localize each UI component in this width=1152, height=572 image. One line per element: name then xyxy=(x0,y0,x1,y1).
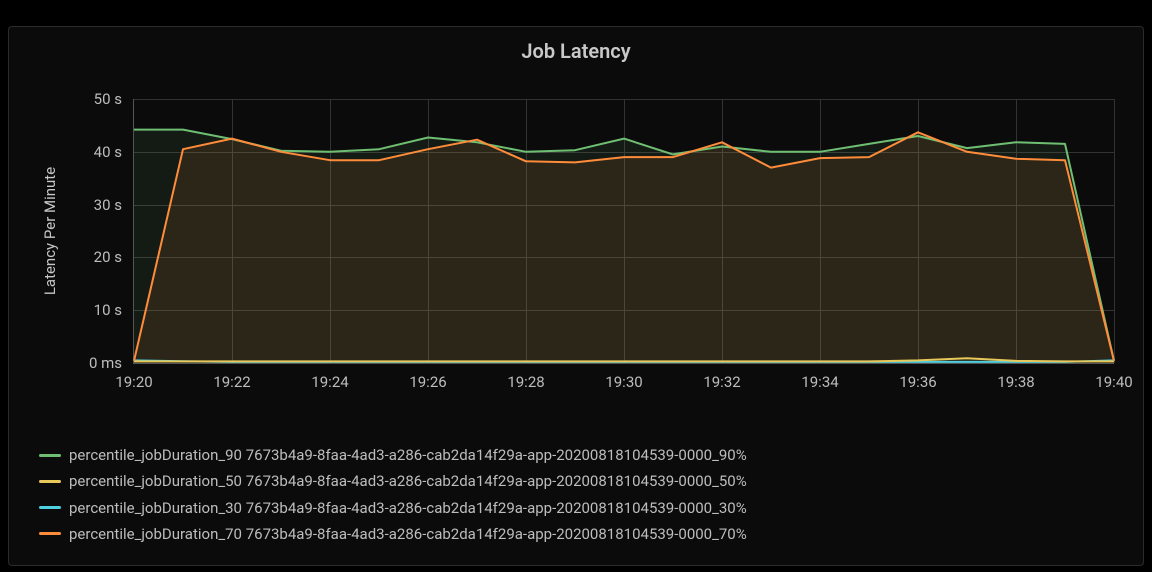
x-tick-label: 19:30 xyxy=(605,373,642,391)
y-tick-label: 40 s xyxy=(62,143,122,161)
chart-title: Job Latency xyxy=(9,39,1143,63)
x-tick-label: 19:28 xyxy=(507,373,544,391)
legend-label: percentile_jobDuration_70 7673b4a9-8faa-… xyxy=(69,521,747,547)
x-tick-label: 19:40 xyxy=(1095,373,1132,391)
y-tick-label: 50 s xyxy=(62,90,122,108)
series-svg xyxy=(134,99,1114,363)
y-tick-label: 20 s xyxy=(62,248,122,266)
x-tick-label: 19:20 xyxy=(115,373,152,391)
series-fill-p70 xyxy=(134,132,1114,363)
legend-item[interactable]: percentile_jobDuration_90 7673b4a9-8faa-… xyxy=(39,442,747,468)
legend-swatch xyxy=(39,506,61,509)
legend-swatch xyxy=(39,454,61,457)
x-tick-label: 19:24 xyxy=(311,373,348,391)
legend-label: percentile_jobDuration_30 7673b4a9-8faa-… xyxy=(69,495,747,521)
legend-label: percentile_jobDuration_90 7673b4a9-8faa-… xyxy=(69,442,747,468)
x-tick-label: 19:34 xyxy=(801,373,838,391)
x-tick-label: 19:26 xyxy=(409,373,446,391)
y-tick-label: 0 ms xyxy=(62,354,122,372)
x-tick-label: 19:22 xyxy=(213,373,250,391)
grid-line-vertical xyxy=(1114,99,1115,363)
legend-label: percentile_jobDuration_50 7673b4a9-8faa-… xyxy=(69,468,747,494)
legend-item[interactable]: percentile_jobDuration_70 7673b4a9-8faa-… xyxy=(39,521,747,547)
legend: percentile_jobDuration_90 7673b4a9-8faa-… xyxy=(39,442,747,547)
chart-panel: Job Latency Latency Per Minute 0 ms10 s2… xyxy=(8,26,1144,566)
legend-item[interactable]: percentile_jobDuration_50 7673b4a9-8faa-… xyxy=(39,468,747,494)
legend-item[interactable]: percentile_jobDuration_30 7673b4a9-8faa-… xyxy=(39,495,747,521)
x-tick-label: 19:36 xyxy=(899,373,936,391)
x-tick-label: 19:32 xyxy=(703,373,740,391)
y-tick-label: 30 s xyxy=(62,196,122,214)
y-axis-title: Latency Per Minute xyxy=(41,167,59,295)
y-tick-label: 10 s xyxy=(62,301,122,319)
legend-swatch xyxy=(39,532,61,535)
plot-area: 0 ms10 s20 s30 s40 s50 s19:2019:2219:241… xyxy=(133,99,1114,364)
x-tick-label: 19:38 xyxy=(997,373,1034,391)
legend-swatch xyxy=(39,480,61,483)
